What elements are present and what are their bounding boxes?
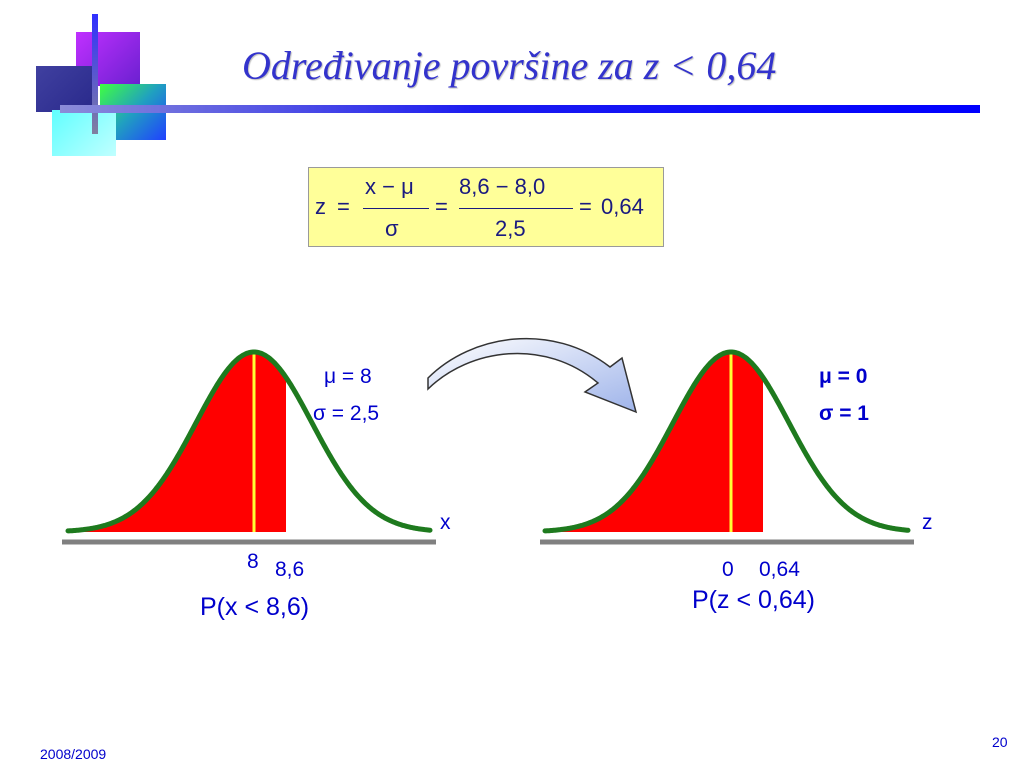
title-underline	[60, 105, 980, 113]
transform-arrow-icon	[427, 337, 638, 414]
page-number: 20	[992, 734, 1008, 750]
left-mu-label: μ = 8	[324, 365, 372, 388]
right-mu-label: μ = 0	[819, 365, 868, 388]
formula-equals-2: =	[435, 194, 448, 219]
slide-title: Određivanje površine za z < 0,64	[242, 43, 777, 88]
left-tick-value: 8,6	[275, 558, 305, 581]
left-tick-mean: 8	[247, 550, 259, 573]
left-sigma-label: σ = 2,5	[313, 402, 380, 425]
formula-z: z	[315, 194, 326, 219]
fraction-bar-1	[363, 208, 429, 209]
formula-denominator-1: σ	[385, 216, 399, 241]
right-tick-mean: 0	[722, 558, 734, 581]
z-score-formula-box: z = x − μ σ = 8,6 − 8,0 2,5 = 0,64	[308, 167, 664, 247]
formula-numerator-2: 8,6 − 8,0	[459, 174, 546, 199]
right-tick-value: 0,64	[759, 558, 800, 581]
formula-result: 0,64	[601, 194, 644, 219]
fraction-bar-2	[459, 208, 573, 209]
left-shaded-area	[68, 352, 286, 532]
formula-numerator-1: x − μ	[365, 174, 414, 199]
right-sigma-label: σ = 1	[819, 402, 869, 425]
right-normal-plot	[540, 349, 914, 545]
formula-equals-3: =	[579, 194, 592, 219]
decorative-square-navy	[36, 66, 98, 112]
formula-equals-1: =	[337, 194, 350, 219]
right-shaded-area	[545, 352, 763, 532]
left-curve	[65, 349, 433, 534]
left-normal-plot	[62, 349, 436, 545]
left-axis-label: x	[440, 511, 451, 534]
right-probability-label: P(z < 0,64)	[692, 586, 815, 614]
decorative-vertical-line	[92, 14, 98, 134]
right-curve	[542, 349, 911, 534]
formula-denominator-2: 2,5	[495, 216, 526, 241]
left-probability-label: P(x < 8,6)	[200, 593, 310, 621]
footer-year: 2008/2009	[40, 746, 107, 762]
decorative-square-cyan	[52, 110, 116, 156]
right-axis-label: z	[922, 511, 933, 534]
